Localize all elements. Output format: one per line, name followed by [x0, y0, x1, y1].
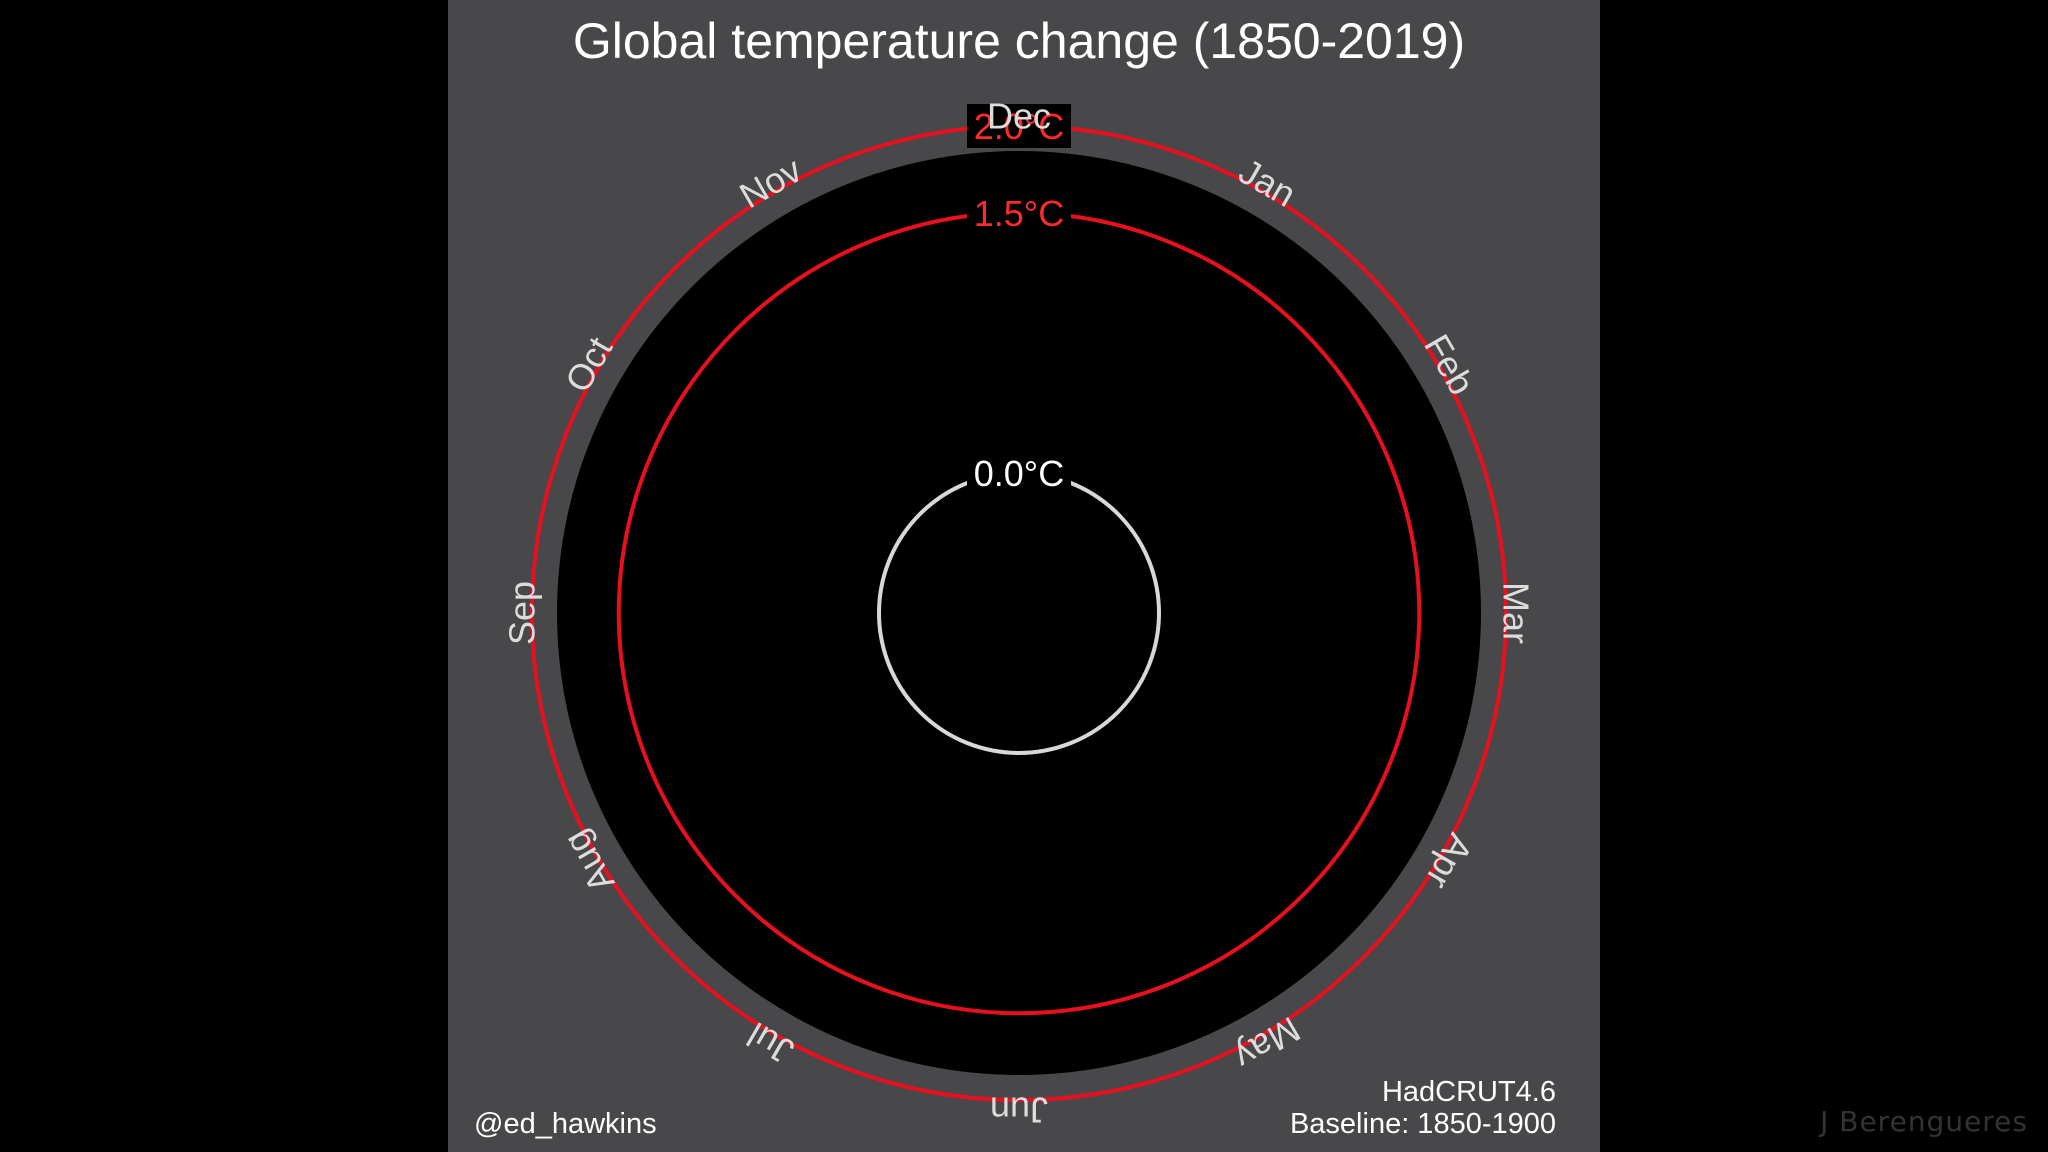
ring-label: 1.5°C — [974, 193, 1064, 234]
image-credit: J Berengueres — [1820, 1105, 2028, 1138]
chart-title: Global temperature change (1850-2019) — [573, 13, 1465, 69]
plot-area — [557, 151, 1481, 1075]
month-label-dec: Dec — [987, 96, 1051, 137]
ring-label-gap — [967, 451, 1071, 495]
author-credit: @ed_hawkins — [474, 1108, 657, 1140]
month-label-jun: Jun — [990, 1090, 1048, 1131]
month-label-sep: Sep — [502, 581, 543, 645]
month-label-mar: Mar — [1496, 582, 1537, 644]
ring-label-gap — [967, 190, 1071, 235]
baseline-label: Baseline: 1850-1900 — [1290, 1108, 1556, 1140]
ring-label: 2.0°C — [974, 106, 1064, 147]
dataset-label: HadCRUT4.6 — [1382, 1076, 1556, 1108]
ring-label-gap — [967, 104, 1071, 148]
reference-rings: 0.0°C 1.5°C 2.0°C — [530, 104, 1508, 1102]
ring-label: 0.0°C — [974, 453, 1064, 494]
